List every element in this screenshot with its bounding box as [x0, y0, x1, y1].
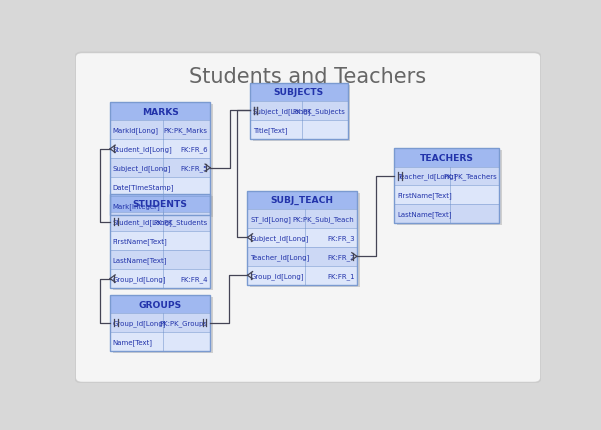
FancyBboxPatch shape — [110, 121, 210, 140]
FancyBboxPatch shape — [110, 295, 210, 313]
Text: ST_Id[Long]: ST_Id[Long] — [250, 215, 291, 222]
FancyBboxPatch shape — [250, 120, 347, 139]
Text: PK:PK_Marks: PK:PK_Marks — [164, 127, 208, 134]
FancyBboxPatch shape — [110, 313, 210, 332]
Text: FK:FR_1: FK:FR_1 — [327, 272, 355, 279]
Text: PK:PK_Subjects: PK:PK_Subjects — [293, 108, 345, 114]
FancyBboxPatch shape — [110, 159, 210, 178]
FancyBboxPatch shape — [248, 247, 357, 266]
Text: PK:PK_Subj_Teach: PK:PK_Subj_Teach — [293, 215, 355, 222]
FancyBboxPatch shape — [110, 270, 210, 289]
FancyBboxPatch shape — [250, 83, 347, 101]
Text: Group_Id[Long]: Group_Id[Long] — [113, 319, 166, 326]
FancyBboxPatch shape — [250, 101, 347, 120]
Text: Student_Id[Long]: Student_Id[Long] — [113, 146, 172, 153]
Text: Date[TimeStamp]: Date[TimeStamp] — [113, 184, 174, 190]
Text: SUBJECTS: SUBJECTS — [273, 88, 324, 97]
Text: FirstName[Text]: FirstName[Text] — [397, 192, 452, 199]
FancyBboxPatch shape — [110, 197, 210, 215]
Text: Title[Text]: Title[Text] — [252, 126, 287, 133]
Text: SUBJ_TEACH: SUBJ_TEACH — [270, 196, 334, 205]
Text: FirstName[Text]: FirstName[Text] — [113, 238, 168, 245]
FancyBboxPatch shape — [110, 213, 210, 232]
FancyBboxPatch shape — [248, 191, 357, 209]
Text: LastName[Text]: LastName[Text] — [397, 211, 451, 218]
Text: Subject_Id[Long]: Subject_Id[Long] — [250, 234, 309, 241]
Text: PK:PK_Students: PK:PK_Students — [154, 219, 208, 226]
FancyBboxPatch shape — [394, 186, 499, 205]
Text: Teacher_Id[Long]: Teacher_Id[Long] — [250, 253, 310, 260]
Text: MARKS: MARKS — [142, 108, 178, 117]
FancyBboxPatch shape — [110, 140, 210, 159]
Text: FK:FR_6: FK:FR_6 — [180, 146, 208, 153]
FancyBboxPatch shape — [110, 178, 210, 197]
FancyBboxPatch shape — [252, 86, 350, 141]
FancyBboxPatch shape — [113, 105, 213, 218]
Text: Group_Id[Long]: Group_Id[Long] — [113, 276, 166, 282]
Text: Students and Teachers: Students and Teachers — [189, 67, 427, 86]
Text: Subject_Id[Long]: Subject_Id[Long] — [252, 108, 311, 114]
FancyBboxPatch shape — [75, 53, 541, 383]
FancyBboxPatch shape — [397, 151, 502, 226]
Text: LastName[Text]: LastName[Text] — [113, 257, 167, 264]
Text: Teacher_Id[Long]: Teacher_Id[Long] — [397, 173, 456, 180]
FancyBboxPatch shape — [110, 195, 210, 213]
FancyBboxPatch shape — [394, 167, 499, 186]
FancyBboxPatch shape — [110, 332, 210, 351]
Text: Name[Text]: Name[Text] — [113, 338, 153, 345]
FancyBboxPatch shape — [394, 205, 499, 224]
Text: PK:PK_Groups: PK:PK_Groups — [160, 319, 208, 326]
FancyBboxPatch shape — [110, 251, 210, 270]
FancyBboxPatch shape — [250, 194, 360, 287]
Text: TEACHERS: TEACHERS — [419, 154, 474, 163]
FancyBboxPatch shape — [113, 197, 213, 290]
FancyBboxPatch shape — [248, 209, 357, 228]
Text: Group_Id[Long]: Group_Id[Long] — [250, 272, 304, 279]
Text: Subject_Id[Long]: Subject_Id[Long] — [113, 165, 171, 172]
Text: FK:FR_4: FK:FR_4 — [180, 276, 208, 282]
FancyBboxPatch shape — [110, 232, 210, 251]
Text: FK:FR_2: FK:FR_2 — [327, 253, 355, 260]
Text: Mark[Integer]: Mark[Integer] — [113, 203, 160, 209]
FancyBboxPatch shape — [394, 149, 499, 167]
FancyBboxPatch shape — [110, 103, 210, 121]
Text: FK:FR_3: FK:FR_3 — [327, 234, 355, 241]
Text: Student_Id[Long]: Student_Id[Long] — [113, 219, 172, 226]
Text: STUDENTS: STUDENTS — [133, 199, 188, 208]
Text: FK:FR_5: FK:FR_5 — [180, 165, 208, 172]
FancyBboxPatch shape — [248, 228, 357, 247]
Text: MarkId[Long]: MarkId[Long] — [113, 127, 159, 134]
FancyBboxPatch shape — [248, 266, 357, 285]
FancyBboxPatch shape — [113, 297, 213, 353]
Text: GROUPS: GROUPS — [139, 300, 182, 309]
Text: PK:PK_Teachers: PK:PK_Teachers — [443, 173, 496, 180]
